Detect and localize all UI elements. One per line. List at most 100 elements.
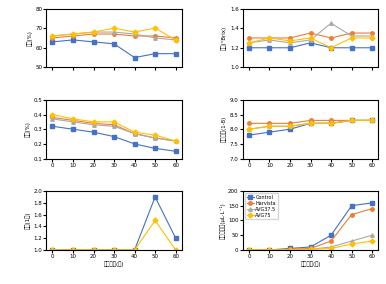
Control (50, 248, 55, 252)
Y-axis label: 산도(%): 산도(%) (25, 121, 30, 137)
Control (370, 201, 374, 204)
Line: Harvista: Harvista (51, 116, 178, 143)
Harvista (71, 34, 75, 38)
AVG37.5 (288, 248, 292, 251)
Control (247, 133, 251, 137)
Control (267, 248, 272, 252)
Control (50, 40, 55, 43)
AVG75 (50, 113, 55, 116)
Legend: Control, Harvista, AVG37.5, AVG75: Control, Harvista, AVG37.5, AVG75 (245, 193, 278, 219)
Harvista (349, 119, 354, 122)
Control (153, 195, 157, 199)
AVG75 (50, 34, 55, 38)
AVG75 (267, 248, 272, 252)
AVG37.5 (267, 125, 272, 128)
Harvista (267, 122, 272, 125)
AVG37.5 (71, 120, 75, 124)
AVG37.5 (71, 32, 75, 36)
Y-axis label: 전분지수(1-8): 전분지수(1-8) (222, 116, 227, 142)
Harvista (247, 36, 251, 40)
AVG75 (288, 248, 292, 251)
Line: Control: Control (247, 201, 374, 252)
Harvista (288, 36, 292, 40)
AVG75 (153, 133, 157, 137)
AVG75 (173, 38, 178, 42)
Control (247, 46, 251, 49)
AVG37.5 (247, 41, 251, 45)
AVG75 (247, 41, 251, 45)
Line: AVG75: AVG75 (51, 219, 178, 252)
Control (349, 46, 354, 49)
AVG75 (329, 122, 334, 125)
AVG75 (370, 36, 374, 40)
Control (267, 46, 272, 49)
AVG75 (329, 46, 334, 49)
Control (288, 247, 292, 250)
Y-axis label: 경도(%): 경도(%) (27, 30, 32, 46)
Control (349, 204, 354, 208)
Harvista (247, 248, 251, 252)
Control (91, 248, 96, 252)
AVG75 (349, 36, 354, 40)
Control (132, 56, 137, 59)
Line: AVG37.5: AVG37.5 (51, 117, 178, 143)
X-axis label: 저장기간(일): 저장기간(일) (300, 262, 321, 268)
Control (173, 52, 178, 55)
Line: Control: Control (51, 195, 178, 252)
Control (71, 38, 75, 42)
AVG37.5 (132, 132, 137, 135)
Y-axis label: 낙과(1년): 낙과(1년) (25, 212, 30, 229)
Control (370, 119, 374, 122)
Harvista (71, 119, 75, 122)
Control (288, 46, 292, 49)
AVG37.5 (173, 38, 178, 42)
Line: Control: Control (51, 38, 178, 59)
Harvista (132, 34, 137, 38)
AVG75 (308, 248, 313, 251)
AVG75 (370, 239, 374, 243)
Harvista (370, 119, 374, 122)
Harvista (132, 132, 137, 135)
AVG75 (370, 119, 374, 122)
AVG75 (91, 120, 96, 124)
AVG37.5 (329, 122, 334, 125)
Line: AVG37.5: AVG37.5 (247, 119, 374, 131)
Line: Control: Control (247, 119, 374, 137)
AVG37.5 (349, 239, 354, 243)
Line: Control: Control (247, 41, 374, 49)
Control (132, 248, 137, 252)
AVG75 (91, 248, 96, 252)
Control (112, 248, 117, 252)
Line: AVG75: AVG75 (247, 239, 374, 252)
Control (173, 237, 178, 240)
AVG37.5 (288, 125, 292, 128)
AVG75 (288, 39, 292, 43)
AVG75 (329, 247, 334, 250)
Harvista (308, 119, 313, 122)
AVG37.5 (288, 41, 292, 45)
AVG75 (112, 248, 117, 252)
Control (50, 125, 55, 128)
AVG75 (132, 248, 137, 252)
AVG37.5 (370, 119, 374, 122)
AVG37.5 (308, 122, 313, 125)
AVG75 (132, 30, 137, 34)
AVG75 (349, 119, 354, 122)
Line: AVG37.5: AVG37.5 (51, 30, 178, 42)
Harvista (329, 239, 334, 243)
Line: AVG75: AVG75 (51, 113, 178, 143)
Harvista (329, 36, 334, 40)
AVG37.5 (370, 34, 374, 38)
Control (153, 52, 157, 55)
AVG37.5 (308, 38, 313, 42)
Control (329, 233, 334, 237)
AVG75 (153, 219, 157, 222)
Harvista (288, 248, 292, 251)
AVG75 (349, 242, 354, 246)
AVG37.5 (91, 30, 96, 34)
AVG75 (267, 36, 272, 40)
Harvista (370, 31, 374, 35)
Control (349, 119, 354, 122)
Harvista (153, 136, 157, 140)
Line: AVG37.5: AVG37.5 (247, 233, 374, 252)
